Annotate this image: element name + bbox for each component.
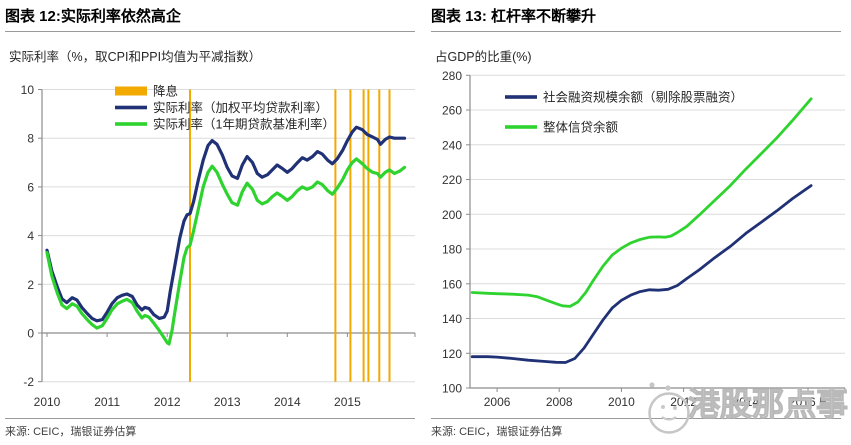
y-tick-label: 2	[27, 278, 34, 292]
x-tick-label: 2010	[34, 395, 61, 409]
series-line-0	[470, 184, 813, 364]
y-tick-label: 10	[21, 83, 35, 97]
legend-swatch-line	[505, 125, 537, 129]
x-tick-label: 2015	[334, 395, 361, 409]
title-divider	[431, 31, 841, 32]
legend-label: 社会融资规模余额（剔除股票融资）	[543, 90, 743, 105]
x-tick-label: 2012	[154, 395, 181, 409]
x-tick-label: 2006	[484, 395, 511, 409]
series-line-0	[45, 125, 407, 323]
y-tick-label: 120	[442, 347, 462, 361]
x-tick-label: 2008	[546, 395, 573, 409]
y-tick-label: 220	[442, 173, 462, 187]
source-divider	[5, 418, 415, 419]
y-tick-label: -2	[23, 375, 34, 389]
x-tick-label: 2013	[214, 395, 241, 409]
y-tick-label: 8	[27, 132, 34, 146]
title-divider	[5, 31, 415, 32]
y-tick-label: 100	[442, 382, 462, 396]
y-axis-title: 实际利率（%，取CPI和PPI均值为平减指数）	[9, 50, 262, 64]
y-tick-label: 160	[442, 277, 462, 291]
chart-title: 图表 12:实际利率依然高企	[5, 8, 181, 25]
legend-label: 实际利率（1年期贷款基准利率）	[153, 117, 335, 132]
y-tick-label: 0	[27, 327, 34, 341]
legend-swatch-line	[505, 95, 537, 99]
y-tick-label: 6	[27, 180, 34, 194]
chart-panel-real-rates: 图表 12:实际利率依然高企 实际利率（%，取CPI和PPI均值为平减指数） -…	[0, 0, 425, 445]
y-tick-label: 4	[27, 229, 34, 243]
x-tick-label: 2010	[608, 395, 635, 409]
x-tick-label: 2014	[732, 395, 759, 409]
legend-label: 降息	[153, 84, 178, 99]
y-tick-label: 280	[442, 69, 462, 83]
legend-swatch-bar	[115, 86, 147, 96]
chart-title: 图表 13: 杠杆率不断攀升	[431, 8, 597, 25]
series-line-1	[45, 157, 407, 346]
legend-swatch-line	[115, 122, 147, 126]
y-axis-title: 占GDP的比重(%)	[435, 50, 532, 64]
y-tick-label: 240	[442, 138, 462, 152]
y-tick-label: 140	[442, 312, 462, 326]
source-divider	[431, 418, 841, 419]
x-tick-label: 2011	[94, 395, 120, 409]
source-note: 来源: CEIC，瑞银证券估算	[5, 426, 137, 438]
leverage-line-chart: 100 120 140 160 180 200 220 240 260 280 2006 2008 20…	[442, 69, 846, 409]
legend-label: 整体信贷余额	[543, 120, 619, 135]
y-tick-label: 260	[442, 104, 462, 118]
legend-swatch-line	[115, 105, 147, 110]
legend-label: 实际利率（加权平均贷款利率）	[153, 100, 328, 115]
x-tick-label: 2016 E	[789, 395, 827, 409]
y-tick-label: 200	[442, 208, 462, 222]
series-line-1	[470, 97, 813, 308]
source-note: 来源: CEIC，瑞银证券估算	[431, 426, 563, 438]
x-tick-label: 2014	[274, 395, 301, 409]
chart-panel-leverage: 图表 13: 杠杆率不断攀升 占GDP的比重(%) 100 120 140 160 18…	[426, 0, 851, 445]
x-tick-label: 2012	[670, 395, 697, 409]
y-tick-label: 180	[442, 243, 462, 257]
